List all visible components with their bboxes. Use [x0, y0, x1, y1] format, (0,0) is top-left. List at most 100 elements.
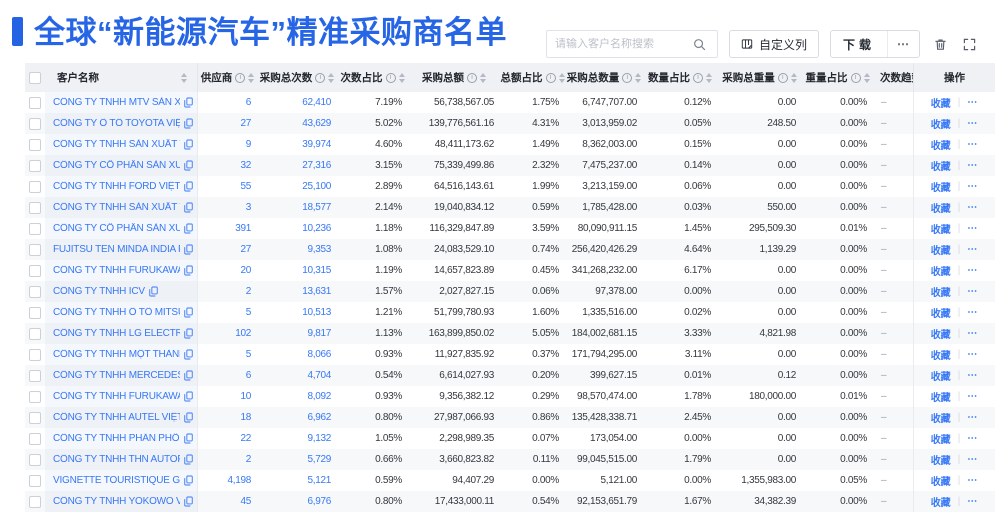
row-checkbox[interactable] [29, 222, 41, 235]
search-input[interactable] [554, 38, 691, 50]
copy-icon[interactable] [184, 307, 193, 318]
copy-icon[interactable] [184, 454, 193, 465]
customer-name-cell[interactable]: CÔNG TY CỔ PHẦN SẢN XUẤT... [45, 218, 198, 239]
row-checkbox[interactable] [29, 411, 41, 424]
favorite-action[interactable]: 收藏 [930, 120, 951, 131]
customer-name-link[interactable]: CÔNG TY TNHH PHÂN PHỐI T... [53, 433, 180, 444]
sort-icon[interactable] [706, 72, 712, 83]
info-icon[interactable]: i [385, 72, 396, 83]
copy-icon[interactable] [149, 286, 158, 297]
favorite-action[interactable]: 收藏 [930, 351, 951, 362]
favorite-action[interactable]: 收藏 [930, 288, 951, 299]
customer-name-cell[interactable]: CÔNG TY TNHH SẢN XUẤT VÀ ... [45, 197, 198, 218]
customer-name-cell[interactable]: CÔNG TY TNHH YOKOWO VIỆT... [45, 491, 198, 512]
download-button[interactable]: 下载 [842, 37, 875, 52]
row-checkbox[interactable] [29, 117, 41, 130]
customer-name-link[interactable]: FUJITSU TEN MINDA INDIA PVT... [53, 244, 180, 255]
row-checkbox[interactable] [29, 348, 41, 361]
info-icon[interactable]: i [693, 72, 703, 83]
customer-name-cell[interactable]: CÔNG TY TNHH SẢN XUẤT VÀ ... [45, 134, 198, 155]
favorite-action[interactable]: 收藏 [930, 99, 951, 110]
favorite-action[interactable]: 收藏 [930, 309, 951, 320]
info-icon[interactable]: i [622, 72, 633, 83]
info-icon[interactable]: i [777, 72, 788, 83]
customer-name-cell[interactable]: CÔNG TY TNHH LG ELECTRON... [45, 323, 198, 344]
column-header-purchase-weight[interactable]: 采购总重量 i [717, 63, 802, 92]
row-checkbox[interactable] [29, 285, 41, 298]
customer-name-cell[interactable]: CÔNG TY Ô TÔ TOYOTA VIỆT ... [45, 113, 198, 134]
sort-icon[interactable] [558, 72, 565, 83]
copy-icon[interactable] [184, 139, 193, 150]
row-checkbox[interactable] [29, 432, 41, 445]
customer-name-link[interactable]: CÔNG TY Ô TÔ TOYOTA VIỆT ... [53, 118, 180, 129]
info-icon[interactable]: i [850, 72, 861, 83]
customer-name-link[interactable]: CÔNG TY TNHH YOKOWO VIỆT... [53, 496, 180, 507]
row-more-action[interactable]: ⋯ [967, 265, 979, 276]
column-header-purchase-count[interactable]: 采购总次数 i [257, 63, 337, 92]
row-more-action[interactable]: ⋯ [967, 328, 979, 339]
info-icon[interactable]: i [467, 72, 477, 83]
favorite-action[interactable]: 收藏 [930, 456, 951, 467]
row-checkbox[interactable] [29, 390, 41, 403]
row-checkbox[interactable] [29, 180, 41, 193]
row-checkbox[interactable] [29, 159, 41, 172]
select-all-checkbox[interactable] [29, 71, 41, 84]
copy-icon[interactable] [184, 412, 193, 423]
row-checkbox[interactable] [29, 495, 41, 508]
column-header-purchase-qty[interactable]: 采购总数量 i [565, 63, 643, 92]
copy-icon[interactable] [184, 97, 193, 108]
sort-icon[interactable] [181, 72, 187, 83]
row-more-action[interactable]: ⋯ [967, 391, 979, 402]
row-more-action[interactable]: ⋯ [967, 118, 979, 129]
row-checkbox[interactable] [29, 264, 41, 277]
customer-name-link[interactable]: CÔNG TY CỔ PHẦN SẢN XUẤT... [53, 160, 180, 171]
row-checkbox[interactable] [29, 327, 41, 340]
customer-name-link[interactable]: CÔNG TY TNHH FURUKAWA A... [53, 391, 180, 402]
customer-name-link[interactable]: CÔNG TY TNHH MỘT THÀNH V... [53, 349, 180, 360]
customer-name-cell[interactable]: CÔNG TY TNHH ICV [45, 281, 198, 302]
row-more-action[interactable]: ⋯ [967, 475, 979, 486]
delete-icon[interactable] [931, 35, 949, 53]
customer-name-cell[interactable]: CÔNG TY TNHH MERCEDES–B... [45, 365, 198, 386]
customer-name-link[interactable]: CÔNG TY TNHH Ô TÔ MITSUBI... [53, 307, 180, 318]
copy-icon[interactable] [184, 160, 193, 171]
copy-icon[interactable] [184, 496, 193, 507]
row-more-action[interactable]: ⋯ [967, 202, 979, 213]
row-more-action[interactable]: ⋯ [967, 454, 979, 465]
row-more-action[interactable]: ⋯ [967, 496, 979, 507]
sort-icon[interactable] [863, 72, 870, 83]
customer-name-cell[interactable]: CÔNG TY CỔ PHẦN SẢN XUẤT... [45, 155, 198, 176]
copy-icon[interactable] [184, 433, 193, 444]
row-checkbox[interactable] [29, 243, 41, 256]
sort-icon[interactable] [328, 72, 335, 83]
info-icon[interactable]: i [545, 72, 556, 83]
sort-icon[interactable] [398, 72, 405, 83]
copy-icon[interactable] [184, 202, 193, 213]
toolbar-more-button[interactable]: ⋯ [887, 31, 919, 57]
customer-name-cell[interactable]: CÔNG TY TNHH AUTEL VIỆT N... [45, 407, 198, 428]
row-checkbox[interactable] [29, 201, 41, 214]
row-checkbox[interactable] [29, 96, 41, 109]
favorite-action[interactable]: 收藏 [930, 141, 951, 152]
favorite-action[interactable]: 收藏 [930, 183, 951, 194]
column-header-amount-pct[interactable]: 总额占比 i [500, 63, 565, 92]
column-header-customer-name[interactable]: 客户名称 [45, 63, 198, 92]
customize-columns-button[interactable]: 自定义列 [728, 30, 819, 58]
customer-name-link[interactable]: CÔNG TY TNHH FORD VIỆT NAM [53, 181, 180, 192]
customer-name-link[interactable]: CÔNG TY TNHH SẢN XUẤT VÀ ... [53, 202, 180, 213]
favorite-action[interactable]: 收藏 [930, 372, 951, 383]
customer-name-link[interactable]: CÔNG TY TNHH SẢN XUẤT VÀ ... [53, 139, 180, 150]
row-more-action[interactable]: ⋯ [967, 433, 979, 444]
copy-icon[interactable] [184, 391, 193, 402]
customer-name-cell[interactable]: CÔNG TY TNHH MTV SẢN XUẤ... [45, 92, 198, 113]
customer-name-link[interactable]: CÔNG TY TNHH ICV [53, 286, 145, 297]
column-header-weight-pct[interactable]: 重量占比 i [802, 63, 873, 92]
sort-icon[interactable] [790, 72, 797, 83]
sort-icon[interactable] [248, 72, 255, 83]
customer-name-link[interactable]: CÔNG TY CỔ PHẦN SẢN XUẤT... [53, 223, 180, 234]
row-more-action[interactable]: ⋯ [967, 223, 979, 234]
favorite-action[interactable]: 收藏 [930, 246, 951, 257]
column-header-qty-pct[interactable]: 数量占比 i [643, 63, 717, 92]
row-more-action[interactable]: ⋯ [967, 97, 979, 108]
customer-name-link[interactable]: CÔNG TY TNHH LG ELECTRON... [53, 328, 180, 339]
